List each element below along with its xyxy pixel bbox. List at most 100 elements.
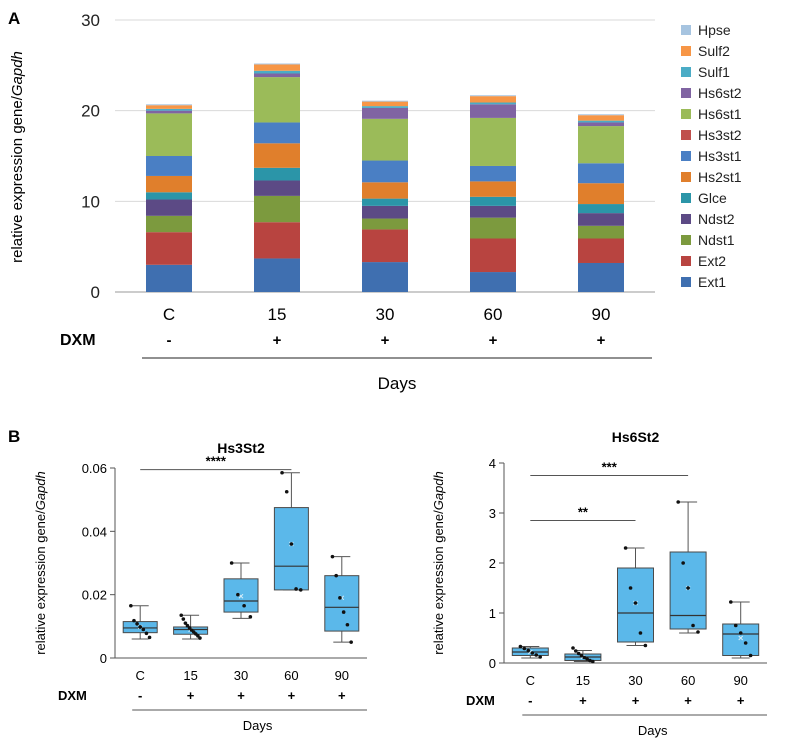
- legend-item-hs2st1: Hs2st1: [681, 169, 742, 185]
- dxm-sign: +: [288, 688, 296, 703]
- y-tick-label: 0.06: [82, 461, 107, 476]
- data-point: [633, 601, 638, 605]
- panel-a-dxm-sign: +: [489, 332, 498, 349]
- legend-swatch: [681, 256, 691, 266]
- panel-a-y-tick-label: 0: [91, 283, 100, 302]
- legend-swatch: [681, 109, 691, 119]
- bar-segment-hs3st1-15: [254, 122, 300, 144]
- data-point: [643, 643, 648, 648]
- data-point: [284, 489, 289, 494]
- box-iqr: [223, 578, 259, 613]
- legend-swatch: [681, 172, 691, 182]
- dxm-sign: -: [528, 693, 532, 708]
- panel-a-y-tick-label: 10: [81, 192, 100, 211]
- legend-item-hs6st1: Hs6st1: [681, 106, 742, 122]
- data-point: [691, 623, 695, 628]
- bar-segment-ndst1-c: [146, 215, 192, 233]
- panel-a-dxm-sign: -: [167, 332, 172, 349]
- data-point: [623, 546, 628, 550]
- data-point: [341, 610, 346, 614]
- panel-a-x-tick-label: C: [163, 305, 175, 324]
- boxplot-title: Hs6St2: [612, 429, 660, 445]
- data-point: [147, 635, 152, 640]
- data-point: [729, 600, 733, 604]
- dxm-sign: +: [338, 688, 346, 703]
- panel-a-y-ticks: 0 10 20 30: [81, 11, 100, 302]
- bar-segment-sulf2-15: [254, 64, 300, 71]
- bar-segment-hs3st1-c: [146, 156, 192, 176]
- legend-item-sulf1: Sulf1: [681, 64, 730, 80]
- bar-segment-sulf2-c: [146, 105, 192, 109]
- data-point: [733, 623, 738, 628]
- bar-segment-ndst1-60: [470, 217, 516, 239]
- box-iqr: [669, 551, 707, 630]
- data-point: [585, 657, 589, 661]
- data-point: [576, 651, 581, 656]
- bar-segment-ext1-30: [362, 262, 408, 292]
- bar-segment-sulf1-60: [470, 102, 516, 105]
- y-axis-label-italic: Gapdh: [431, 471, 446, 510]
- bar-segment-hs6st2-60: [470, 104, 516, 118]
- x-tick-label: 30: [234, 668, 248, 683]
- dxm-sign: -: [138, 688, 142, 703]
- box-30: [223, 561, 259, 619]
- bar-segment-hs6st1-90: [578, 126, 624, 164]
- data-point: [638, 631, 643, 635]
- bar-segment-ext1-90: [578, 262, 624, 292]
- bar-segment-sulf1-30: [362, 106, 408, 108]
- dxm-sign: +: [632, 693, 640, 708]
- bar-segment-ndst2-60: [470, 205, 516, 218]
- y-axis-label-italic: Gapdh: [33, 471, 48, 510]
- data-point: [129, 603, 133, 608]
- bar-segment-ext1-c: [146, 264, 192, 292]
- boxplot-title: Hs3St2: [217, 440, 265, 456]
- significance-label: ***: [602, 460, 618, 475]
- bar-segment-ndst2-30: [362, 205, 408, 219]
- legend-item-hs3st2: Hs3st2: [681, 127, 742, 143]
- legend-swatch: [681, 88, 691, 98]
- data-point: [135, 622, 139, 626]
- bar-segment-hs2st1-15: [254, 143, 300, 168]
- y-axis-label-text: relative expression gene/: [33, 510, 48, 655]
- panel-a-y-axis-label-text: relative expression gene/: [9, 95, 26, 263]
- bar-segment-hs2st1-30: [362, 182, 408, 199]
- bar-segment-ext2-90: [578, 238, 624, 263]
- box-iqr: [324, 575, 360, 632]
- data-point: [330, 554, 335, 559]
- box-15: [173, 613, 209, 640]
- panel-a-days-label: Days: [378, 374, 417, 393]
- panel-a-x-tick-label: 15: [268, 305, 287, 324]
- legend-swatch: [681, 214, 691, 224]
- bar-segment-ext2-c: [146, 232, 192, 265]
- bar-segment-hs2st1-60: [470, 181, 516, 197]
- bar-segment-hs6st1-15: [254, 77, 300, 123]
- bar-segment-ndst1-90: [578, 225, 624, 239]
- x-tick-label: 90: [733, 673, 747, 688]
- y-tick-label: 4: [489, 456, 496, 471]
- legend-swatch: [681, 151, 691, 161]
- data-point: [294, 587, 298, 591]
- bar-segment-ndst1-15: [254, 195, 300, 223]
- box-90: [324, 554, 360, 644]
- box-iqr: [617, 567, 654, 643]
- legend-swatch: [681, 193, 691, 203]
- box-60: [669, 500, 707, 634]
- bar-segment-hs6st1-60: [470, 117, 516, 166]
- legend-label: Hs3st2: [698, 127, 742, 143]
- legend-label: Hs6st1: [698, 106, 742, 122]
- legend-item-ndst2: Ndst2: [681, 211, 735, 227]
- box-iqr: [722, 623, 760, 656]
- data-point: [179, 613, 184, 618]
- legend-item-hs3st1: Hs3st1: [681, 148, 742, 164]
- data-point: [338, 596, 342, 600]
- bar-segment-hs2st1-c: [146, 175, 192, 193]
- y-axis-label-text: relative expression gene/: [431, 510, 446, 655]
- panel-a-y-tick-label: 20: [81, 102, 100, 121]
- dxm-sign: +: [187, 688, 195, 703]
- bar-segment-hs6st1-30: [362, 118, 408, 161]
- x-tick-label: C: [526, 673, 535, 688]
- y-tick-label: 1: [489, 606, 496, 621]
- panel-b-hs3st2-boxplot: Hs3St2 0 0.02 0.04 0.06 relative expression g…: [33, 440, 367, 733]
- bar-segment-hpse-15: [254, 63, 300, 65]
